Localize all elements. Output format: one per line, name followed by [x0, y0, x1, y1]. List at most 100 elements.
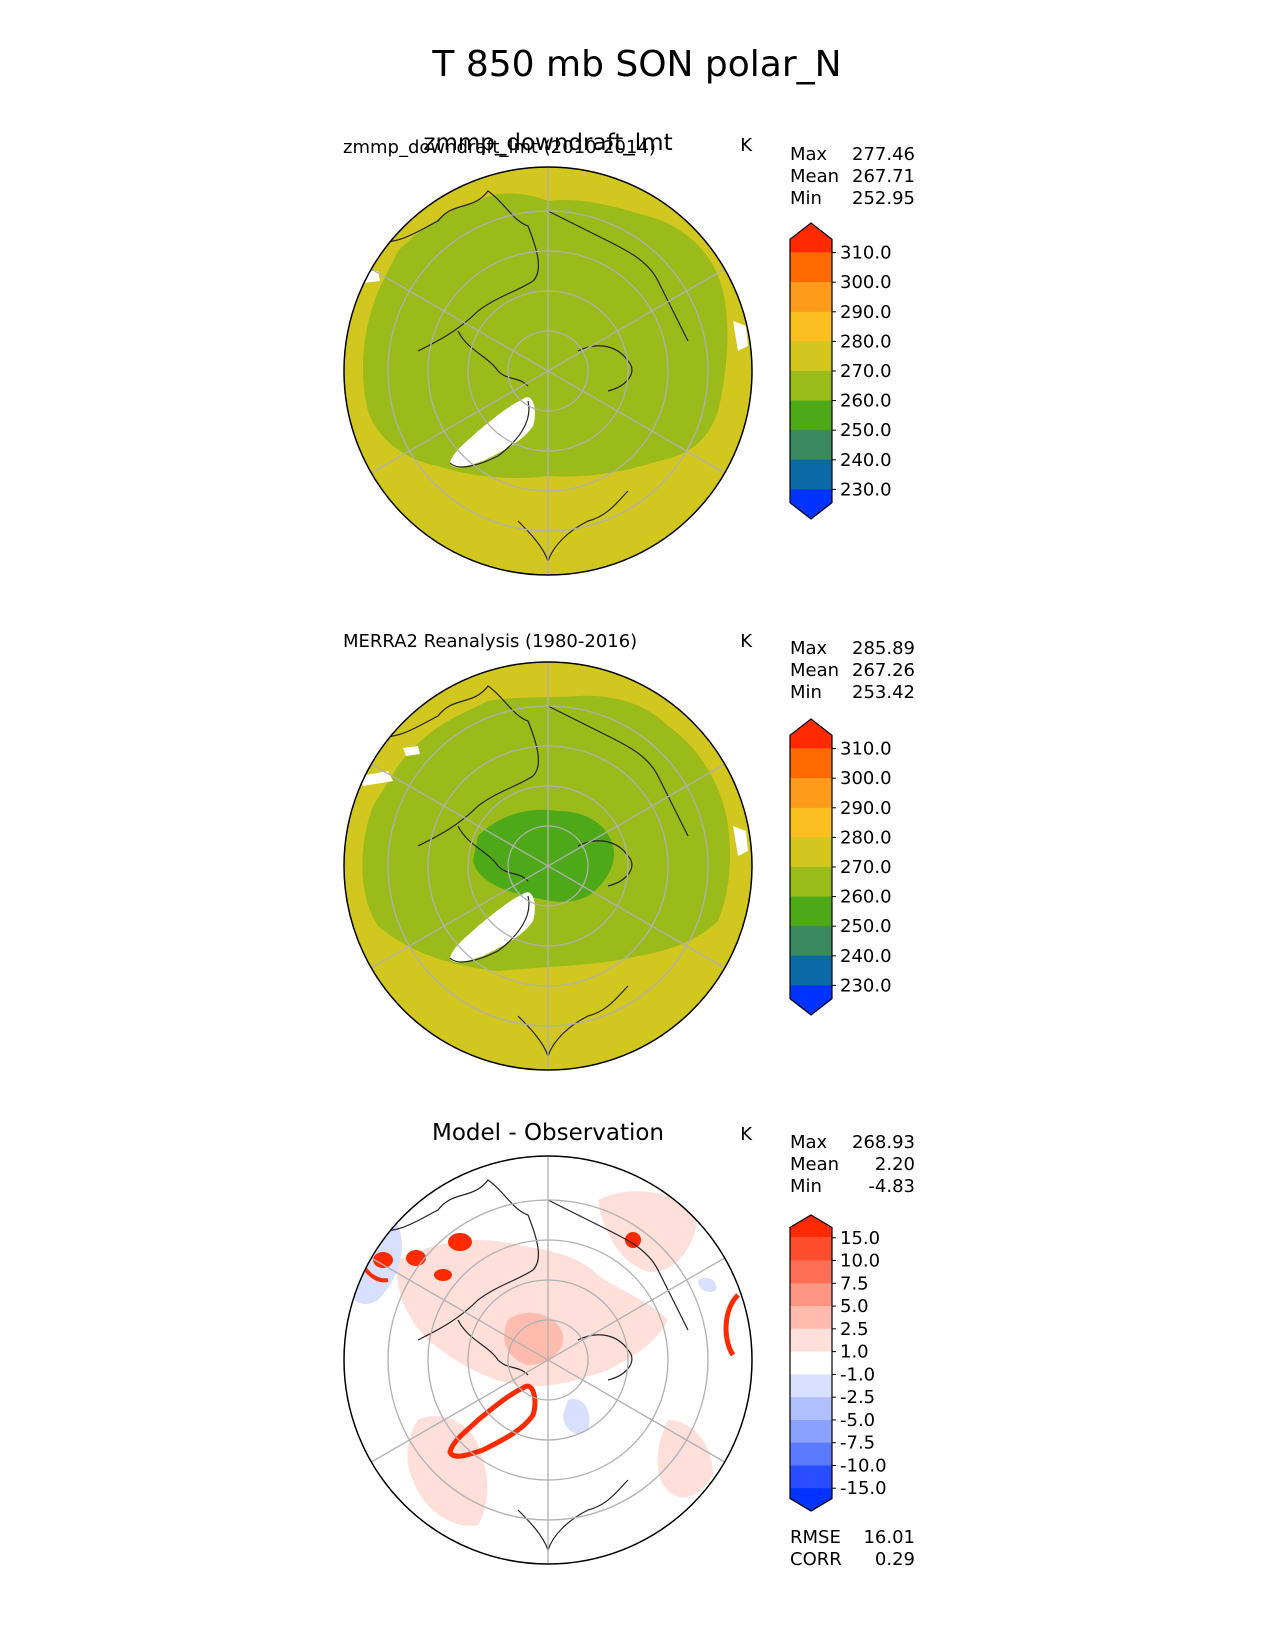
graticule	[370, 1156, 726, 1564]
panel-model-units: K	[740, 135, 753, 156]
zone-pos-1-2p5	[598, 1191, 698, 1272]
panel-model: zmmp_downdraft_lmt zmmp_downdraft_lmt (2…	[343, 130, 915, 576]
zone-gt-15-greenland-edge	[447, 1383, 538, 1459]
stat-max-value: 285.89	[852, 638, 915, 659]
colorbar-tick-label: 250.0	[840, 420, 892, 441]
colorbar-tick-label: 5.0	[840, 1296, 869, 1317]
panel-diff-units: K	[740, 1124, 753, 1145]
stat-min-label: Min	[790, 682, 822, 703]
missing-patch	[733, 321, 748, 351]
stat-max-value: 268.93	[852, 1132, 915, 1153]
colorbar-tick-label: -1.0	[840, 1364, 875, 1385]
stat-max-label: Max	[790, 1132, 828, 1153]
colorbar-band	[790, 252, 832, 283]
panel-obs: MERRA2 Reanalysis (1980-2016) K	[343, 631, 915, 1071]
colorbar-extension-bottom	[790, 489, 832, 519]
colorbar-band	[790, 1283, 832, 1307]
zone-missing-greenland	[450, 892, 535, 963]
stat-corr-label: CORR	[790, 1549, 842, 1570]
colorbar-tick-label: 260.0	[840, 391, 892, 412]
figure-title: T 850 mb SON polar_N	[431, 44, 841, 85]
colorbar-band	[790, 1260, 832, 1284]
zone-neg-1-2p5	[698, 1278, 717, 1292]
panel-model-left-label: zmmp_downdraft_lmt (2010-2014)	[343, 137, 656, 158]
panel-diff-stats: Max 268.93 Mean 2.20 Min -4.83	[790, 1132, 915, 1197]
colorbar-band	[790, 896, 832, 927]
stat-max-label: Max	[790, 638, 828, 659]
stat-max-value: 277.46	[852, 144, 915, 165]
zone-gt-15	[406, 1250, 426, 1266]
zone-neg-1-2p5	[563, 1399, 590, 1435]
zone-pos-1-2p5	[657, 1420, 713, 1498]
colorbar-band	[790, 1374, 832, 1398]
colorbar-band	[790, 1237, 832, 1262]
stat-rmse-label: RMSE	[790, 1527, 841, 1548]
colorbar-outline	[789, 1214, 833, 1512]
colorbar-tick-label: 230.0	[840, 975, 892, 996]
coastlines	[372, 1179, 689, 1552]
stat-max-label: Max	[790, 144, 828, 165]
panel-obs-colorbar: 310.0 300.0 290.0 280.0 270.0 260.0 250.0 240.0…	[789, 718, 892, 1016]
colorbar-outline	[789, 718, 833, 1016]
colorbar-band	[790, 459, 832, 490]
stat-mean-label: Mean	[790, 166, 839, 187]
colorbar-band	[790, 1442, 832, 1466]
missing-patch	[733, 826, 748, 856]
colorbar-band	[790, 955, 832, 986]
panel-obs-stats: Max 285.89 Mean 267.26 Min 253.42	[790, 638, 915, 703]
map-boundary	[343, 1155, 753, 1565]
stat-mean-value: 267.26	[852, 660, 915, 681]
zone-gt-15	[723, 1293, 740, 1357]
colorbar-band	[790, 1465, 832, 1489]
colorbar-band	[790, 282, 832, 313]
colorbar-band	[790, 341, 832, 372]
panel-model-stats: Max 277.46 Mean 267.71 Min 252.95	[790, 144, 915, 209]
stat-mean-label: Mean	[790, 1154, 839, 1175]
coastlines	[372, 685, 689, 1058]
panel-diff-colorbar: 15.010.07.55.02.51.0-1.0-2.5-5.0-7.5-10.…	[789, 1214, 887, 1512]
colorbar-band	[790, 400, 832, 431]
colorbar-band	[790, 807, 832, 838]
colorbar-tick-label: 240.0	[840, 450, 892, 471]
colorbar-outline	[789, 222, 833, 520]
colorbar-band	[790, 837, 832, 868]
colorbar-band	[790, 1397, 832, 1421]
zone-missing-greenland	[450, 397, 535, 468]
colorbar-tick-label: 7.5	[840, 1273, 869, 1294]
colorbar-tick-label: 290.0	[840, 798, 892, 819]
zone-gt-15	[448, 1233, 472, 1251]
colorbar-band	[790, 371, 832, 402]
stat-mean-value: 2.20	[875, 1154, 915, 1175]
stat-mean-label: Mean	[790, 660, 839, 681]
colorbar-tick-label: -7.5	[840, 1433, 875, 1454]
stat-min-value: 252.95	[852, 188, 915, 209]
panel-obs-units: K	[740, 631, 753, 652]
zone-core-250-260	[473, 809, 614, 902]
colorbar-band	[790, 1306, 832, 1330]
colorbar-tick-label: 1.0	[840, 1342, 869, 1363]
colorbar-band	[790, 778, 832, 809]
colorbar-tick-label: 2.5	[840, 1319, 869, 1340]
colorbar-tick-label: 15.0	[840, 1228, 880, 1249]
colorbar-tick-label: 240.0	[840, 946, 892, 967]
stat-min-label: Min	[790, 188, 822, 209]
stat-corr-value: 0.29	[875, 1549, 915, 1570]
colorbar-tick-label: -5.0	[840, 1410, 875, 1431]
zone-gt-15	[434, 1269, 452, 1281]
colorbar-band	[790, 311, 832, 342]
colorbar-band	[790, 1419, 832, 1444]
colorbar-band	[790, 1328, 832, 1353]
graticule	[370, 662, 726, 1070]
colorbar-tick-label: 300.0	[840, 768, 892, 789]
colorbar-band	[790, 1351, 832, 1375]
zone-interior-260-270	[363, 193, 728, 478]
colorbar-extension-bottom	[790, 1488, 832, 1511]
colorbar-tick-label: 310.0	[840, 739, 892, 760]
colorbar-tick-label: 230.0	[840, 479, 892, 500]
panel-diff-extra-stats: RMSE 16.01 CORR 0.29	[790, 1527, 915, 1570]
colorbar-tick-label: 280.0	[840, 331, 892, 352]
panel-obs-map	[343, 661, 753, 1071]
colorbar-tick-label: -2.5	[840, 1387, 875, 1408]
colorbar-tick-label: 290.0	[840, 302, 892, 323]
